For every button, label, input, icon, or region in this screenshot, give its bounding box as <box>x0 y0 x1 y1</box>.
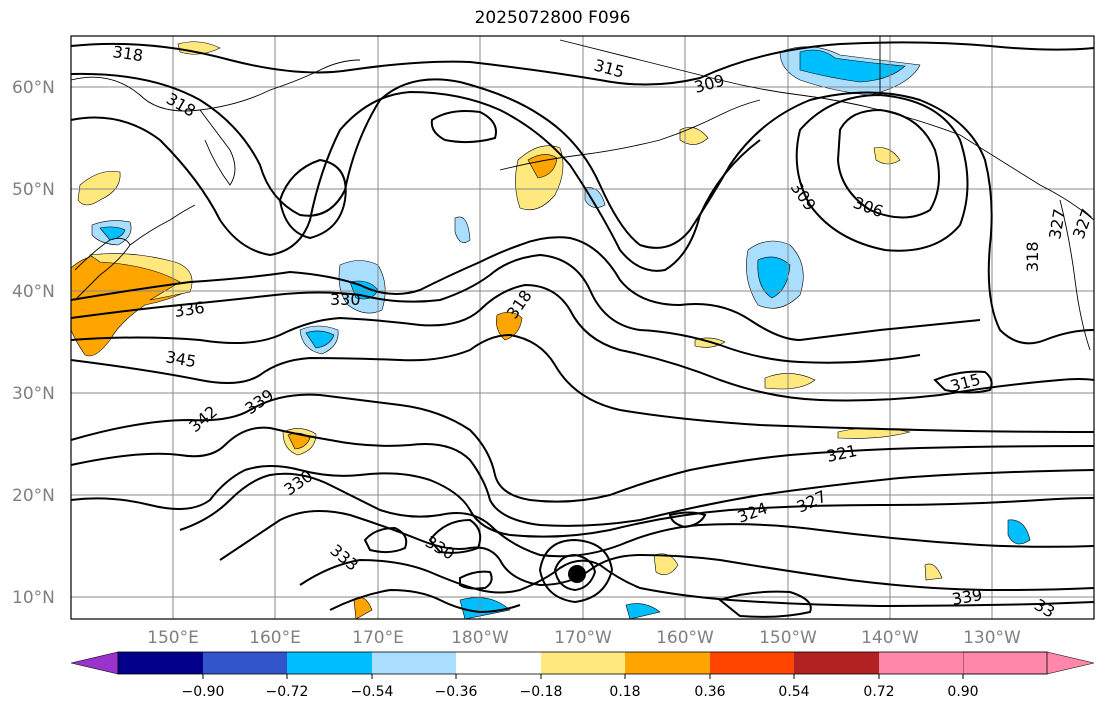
colorbar-tick-label: 0.54 <box>778 684 809 700</box>
colorbar-tick-label: −0.54 <box>351 684 394 700</box>
contour-loop-8 <box>717 590 812 618</box>
contour-cutoff-low-2 <box>538 538 614 604</box>
lon-label: 170°W <box>554 628 612 648</box>
colorbar-segment <box>203 652 287 674</box>
colorbar-segment <box>710 652 794 674</box>
graticule <box>71 36 1094 619</box>
colorbar-segment <box>287 652 372 674</box>
anomaly-patch-small-7 <box>459 597 511 620</box>
anomaly-patch-small-9 <box>1007 519 1031 545</box>
colorbar-segment <box>456 652 541 674</box>
lat-label: 20°N <box>12 486 55 506</box>
contour-mid-2 <box>70 426 1095 527</box>
coastlines <box>70 36 1095 351</box>
contour-label: 336 <box>173 298 206 321</box>
coastline-aleutians <box>499 99 761 171</box>
map-title: 2025072800 F096 <box>474 8 631 28</box>
coastline-alaska <box>559 39 1095 221</box>
lon-label: 150°E <box>147 628 199 648</box>
contour-pacific-1 <box>70 236 981 342</box>
anomaly-patch-kuril <box>77 171 121 206</box>
colorbar-tick-label: −0.36 <box>435 684 478 700</box>
lat-label: 60°N <box>12 78 55 98</box>
coastline-siberia <box>70 59 361 112</box>
lon-label: 160°W <box>656 628 714 648</box>
colorbar-extend-right <box>962 651 1095 675</box>
map-frame <box>70 35 1095 620</box>
contour-loop-7 <box>278 158 347 240</box>
contour-south-2 <box>219 510 1095 592</box>
lat-label: 40°N <box>12 282 55 302</box>
colorbar-extend-left <box>70 651 119 675</box>
contour-north-2 <box>70 72 1095 345</box>
anomaly-patch-small-8 <box>625 603 661 620</box>
contour-label: 318 <box>111 42 144 65</box>
colorbar-tick-label: 0.36 <box>694 684 725 700</box>
contour-label: 330 <box>330 290 361 309</box>
colorbar-tick-label: 0.90 <box>947 684 978 700</box>
contour-306-ring <box>836 108 940 219</box>
coastline-kuril <box>129 204 196 246</box>
contour-loop-5 <box>933 370 993 394</box>
contour-309-ring <box>795 93 969 252</box>
anomaly-patch-small-4 <box>873 147 901 165</box>
contour-pacific-2 <box>70 253 921 364</box>
anomaly-patch-small-11 <box>454 216 471 243</box>
low-center-marker <box>568 565 586 583</box>
contour-pacific-3 <box>70 283 1095 402</box>
contour-label: 318 <box>1023 241 1042 272</box>
lon-label: 150°W <box>759 628 817 648</box>
contour-south-1 <box>179 472 1095 558</box>
anomaly-patch-148w-core <box>757 256 791 299</box>
colorbar-segment <box>118 652 203 674</box>
anomaly-patch-small-12 <box>679 127 709 145</box>
contour-loop-6 <box>430 110 497 144</box>
colorbar-tick-label: −0.18 <box>520 684 563 700</box>
lon-label: 180°W <box>451 628 509 648</box>
lat-label: 50°N <box>12 180 55 200</box>
anomaly-patch-gulf-alaska-core <box>799 49 906 83</box>
coastline-kamchatka <box>199 109 236 186</box>
lat-label: 10°N <box>12 588 55 608</box>
contour-south-4 <box>329 588 521 614</box>
anomaly-patch-small-2 <box>764 373 816 390</box>
colorbar-segment <box>879 652 963 674</box>
contour-loop-3 <box>459 570 493 590</box>
latitude-labels: 10°N 20°N 30°N 40°N 50°N 60°N <box>12 78 55 608</box>
contour-loop-2 <box>428 518 482 554</box>
height-contours <box>70 41 1095 618</box>
anomaly-patch-small-5 <box>653 553 679 576</box>
colorbar-ticks <box>202 674 964 679</box>
colorbar-tick-label: −0.90 <box>182 684 225 700</box>
contour-mid-1 <box>70 393 1095 503</box>
colorbar: −0.90 −0.72 −0.54 −0.36 −0.18 0.18 0.36 … <box>70 651 1095 700</box>
lat-label: 30°N <box>12 384 55 404</box>
colorbar-outline <box>117 651 1048 675</box>
lon-label: 170°E <box>352 628 404 648</box>
anomaly-patch-japan-edge <box>89 253 193 301</box>
lon-label: 140°W <box>861 628 919 648</box>
lon-label: 160°E <box>249 628 301 648</box>
anomaly-patch-165e-core <box>305 330 335 349</box>
colorbar-segment <box>794 652 879 674</box>
colorbar-segment <box>541 652 625 674</box>
colorbar-tick-label: 0.18 <box>609 684 640 700</box>
contour-loop-4 <box>668 511 707 529</box>
contour-loop-1 <box>363 526 408 554</box>
contour-north-1 <box>70 41 1095 86</box>
colorbar-tick-label: 0.72 <box>863 684 894 700</box>
contour-cutoff-low-1 <box>553 553 597 592</box>
colorbar-segment <box>625 652 710 674</box>
anomaly-patch-small-14 <box>924 563 943 581</box>
longitude-labels: 150°E 160°E 170°E 180°W 170°W 160°W 150°… <box>147 628 1021 648</box>
colorbar-segment <box>372 652 456 674</box>
colorbar-tick-label: −0.72 <box>266 684 309 700</box>
anomaly-patch-small-10 <box>584 187 606 208</box>
contour-south-3 <box>299 558 1095 608</box>
anomaly-patch-35n <box>496 311 523 341</box>
contour-north-3 <box>70 90 761 272</box>
contour-pacific-4 <box>70 333 1095 433</box>
lon-label: 130°W <box>963 628 1021 648</box>
